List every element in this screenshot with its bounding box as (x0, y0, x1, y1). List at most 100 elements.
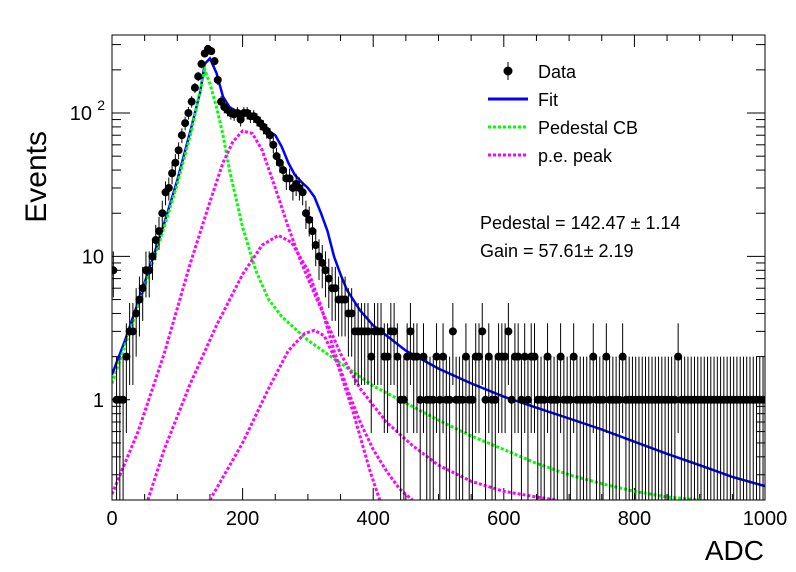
data-point (507, 395, 516, 404)
x-tick-label: 600 (487, 508, 520, 530)
data-point (484, 352, 493, 361)
data-point (128, 327, 137, 336)
data-point (514, 352, 523, 361)
legend-label: Pedestal CB (538, 118, 638, 138)
data-point (112, 266, 118, 275)
data-point (589, 352, 598, 361)
data-point (363, 327, 372, 336)
data-point (406, 327, 415, 336)
data-point (419, 352, 428, 361)
data-point (618, 352, 627, 361)
data-point (468, 395, 477, 404)
data-point (347, 309, 356, 318)
legend: Data Fit Pedestal CB p.e. peak (488, 62, 638, 166)
data-point (194, 72, 203, 81)
legend-marker (503, 66, 513, 76)
data-point (377, 327, 386, 336)
data-point (272, 152, 281, 161)
x-tick-label: 1000 (743, 508, 788, 530)
data-point (439, 352, 448, 361)
y-axis-label: Events (20, 131, 53, 223)
data-point (174, 146, 183, 155)
data-point (301, 209, 310, 218)
series-p-e-peak-1 (112, 129, 557, 500)
data-point (553, 395, 562, 404)
data-point (461, 352, 470, 361)
series-pedestal-cb (112, 64, 716, 500)
data-point (305, 215, 314, 224)
data-point (324, 274, 333, 283)
data-point (171, 158, 180, 167)
data-point (432, 352, 441, 361)
data-point (145, 266, 154, 275)
data-point (210, 57, 219, 66)
data-point (168, 169, 177, 178)
data-point (383, 352, 392, 361)
data-point (543, 352, 552, 361)
data-point (190, 83, 199, 92)
data-point (285, 174, 294, 183)
data-point (177, 131, 186, 140)
x-axis-label: ADC (705, 535, 764, 566)
data-point (429, 395, 438, 404)
data-point (132, 309, 141, 318)
series-fit (112, 56, 765, 488)
y-tick-label: 10 (70, 103, 92, 125)
x-tick-label: 0 (106, 508, 117, 530)
series-p-e-peak-2 (146, 233, 414, 500)
data-point (399, 395, 408, 404)
data-point (759, 395, 765, 404)
data-point (458, 395, 467, 404)
data-point (403, 352, 412, 361)
y-tick-exponent: 2 (97, 97, 105, 113)
data-point (367, 352, 376, 361)
data-point (517, 395, 526, 404)
data-point (308, 227, 317, 236)
data-point (602, 352, 611, 361)
data-point (207, 47, 216, 56)
data-point (670, 395, 679, 404)
data-point (412, 352, 421, 361)
axes: 0 200 400 600 800 1000 1 10 10 2 (70, 35, 788, 530)
data-point (331, 284, 340, 293)
data-point (341, 295, 350, 304)
data-point (122, 352, 131, 361)
data-point (390, 327, 399, 336)
data-point (181, 119, 190, 128)
data-point (164, 183, 173, 192)
data-point (478, 327, 487, 336)
data-point (520, 352, 529, 361)
data-point (556, 352, 565, 361)
data-point (585, 395, 594, 404)
data-point (674, 352, 683, 361)
data-point (266, 131, 275, 140)
data-point (315, 252, 324, 261)
curves (112, 56, 765, 500)
plot-frame (111, 34, 766, 501)
data-point (615, 395, 624, 404)
data-point (311, 241, 320, 250)
x-tick-label: 400 (357, 508, 390, 530)
data-point (155, 227, 164, 236)
data-point (481, 395, 490, 404)
x-tick-label: 800 (618, 508, 651, 530)
data-point (197, 59, 206, 68)
legend-label: Data (538, 62, 577, 82)
data-point (393, 352, 402, 361)
data-point (151, 236, 160, 245)
data-point (599, 395, 608, 404)
y-tick-label: 10 (82, 246, 104, 268)
data-point (501, 352, 510, 361)
gain-annotation: Gain = 57.61± 2.19 (480, 241, 634, 261)
data-point (416, 395, 425, 404)
data-point (279, 166, 288, 175)
data-point (569, 352, 578, 361)
data-point (213, 75, 222, 84)
data-point (491, 395, 500, 404)
data-point (158, 209, 167, 218)
data-point (504, 327, 513, 336)
data-points (112, 44, 765, 500)
data-point (448, 327, 457, 336)
series-p-e-peak-3 (208, 328, 382, 500)
